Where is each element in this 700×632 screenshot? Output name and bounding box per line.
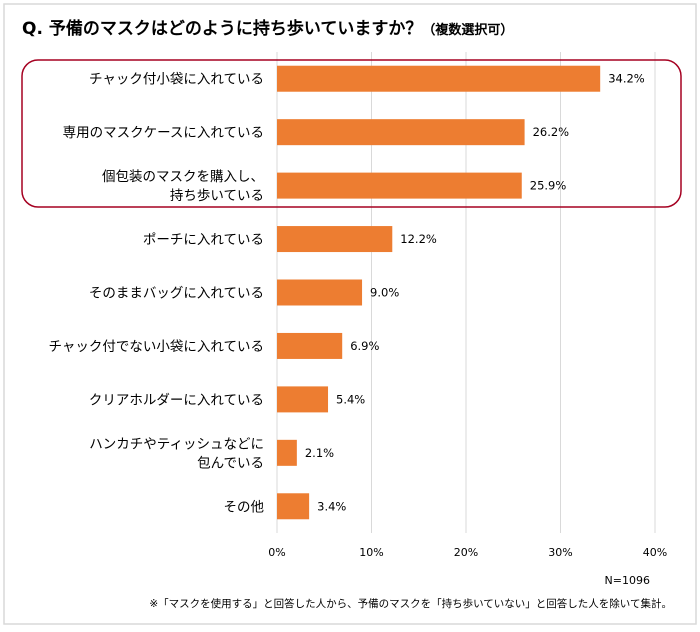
x-tick-label: 40% xyxy=(643,546,667,559)
bar xyxy=(277,332,343,359)
category-label: チャック付小袋に入れている xyxy=(89,72,264,88)
category-label: クリアホルダーに入れている xyxy=(89,392,264,408)
value-label: 25.9% xyxy=(530,179,567,193)
value-label: 34.2% xyxy=(608,72,645,86)
bar xyxy=(277,439,297,466)
category-label: 個包装のマスクを購入し、 xyxy=(102,169,264,185)
value-label: 9.0% xyxy=(370,286,399,300)
value-label: 2.1% xyxy=(305,446,334,460)
bar xyxy=(277,172,522,199)
value-label: 6.9% xyxy=(350,339,379,353)
category-label: 包んでいる xyxy=(197,455,264,471)
chart-title: Q. 予備のマスクはどのように持ち歩いていますか？（複数選択可） xyxy=(22,18,513,39)
category-label: ハンカチやティッシュなどに xyxy=(89,436,264,452)
category-label: そのままバッグに入れている xyxy=(89,286,264,302)
x-tick-label: 0% xyxy=(268,546,285,559)
value-label: 5.4% xyxy=(336,392,365,406)
category-label: 専用のマスクケースに入れている xyxy=(63,125,264,141)
value-label: 3.4% xyxy=(317,499,346,513)
bar xyxy=(277,279,363,306)
category-label: 持ち歩いている xyxy=(170,188,264,204)
chart-frame xyxy=(3,3,697,625)
category-label: その他 xyxy=(224,499,265,515)
bar xyxy=(277,493,310,520)
x-tick-label: 20% xyxy=(454,546,478,559)
footnote: ※「マスクを使用する」と回答した人から、予備のマスクを「持ち歩いていない」と回答… xyxy=(149,597,672,610)
bar xyxy=(277,65,601,92)
category-label: チャック付でない小袋に入れている xyxy=(49,339,264,355)
chart-subtitle: （複数選択可） xyxy=(422,22,513,38)
category-label: ポーチに入れている xyxy=(143,232,264,248)
highlight-box xyxy=(21,59,682,208)
bar xyxy=(277,386,329,413)
value-label: 26.2% xyxy=(533,125,570,139)
bar xyxy=(277,119,525,146)
value-label: 12.2% xyxy=(400,232,437,246)
x-tick-label: 30% xyxy=(548,546,572,559)
bar xyxy=(277,226,393,253)
x-tick-label: 10% xyxy=(359,546,383,559)
sample-size: N=1096 xyxy=(605,574,650,587)
